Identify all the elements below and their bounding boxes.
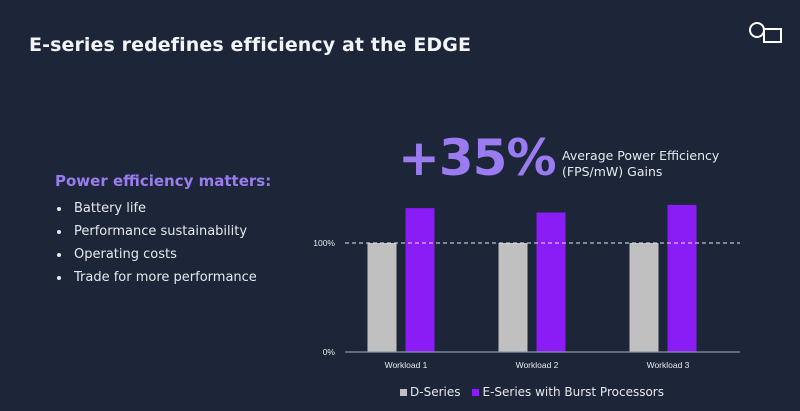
legend-item-d-series: D-Series	[400, 385, 460, 399]
bullet-item: Performance sustainability	[55, 220, 271, 243]
bullet-dot-icon	[57, 276, 61, 280]
y-tick-label: 100%	[313, 238, 335, 248]
y-tick-label: 0%	[323, 347, 336, 357]
x-tick-label: Workload 2	[516, 360, 559, 370]
bullet-list: Battery life Performance sustainability …	[55, 197, 271, 289]
chart-legend: D-Series E-Series with Burst Processors	[400, 385, 676, 399]
bullet-dot-icon	[57, 230, 61, 234]
legend-swatch-e-series	[472, 388, 480, 396]
efficiency-gain-label: Average Power Efficiency (FPS/mW) Gains	[562, 148, 720, 179]
x-tick-label: Workload 1	[385, 360, 428, 370]
bar-e-series-2	[536, 212, 566, 352]
circle-square-logo-icon	[749, 22, 782, 43]
x-tick-label: Workload 3	[647, 360, 690, 370]
slide-title: E-series redefines efficiency at the EDG…	[29, 34, 472, 56]
section-heading: Power efficiency matters:	[55, 172, 272, 190]
bullet-item: Battery life	[55, 197, 271, 220]
legend-item-e-series: E-Series with Burst Processors	[472, 385, 664, 399]
bar-d-series-1	[367, 243, 397, 352]
bullet-dot-icon	[57, 207, 61, 211]
bullet-item: Trade for more performance	[55, 266, 271, 289]
bar-e-series-1	[405, 208, 435, 352]
power-efficiency-section: Power efficiency matters: Battery life P…	[55, 172, 271, 289]
bullet-item: Operating costs	[55, 243, 271, 266]
legend-swatch-d-series	[400, 388, 407, 396]
bar-d-series-2	[498, 243, 528, 352]
efficiency-gain-stat: +35%	[398, 129, 557, 187]
bar-e-series-3	[667, 204, 697, 352]
bullet-dot-icon	[57, 253, 61, 257]
bar-d-series-3	[629, 243, 659, 352]
